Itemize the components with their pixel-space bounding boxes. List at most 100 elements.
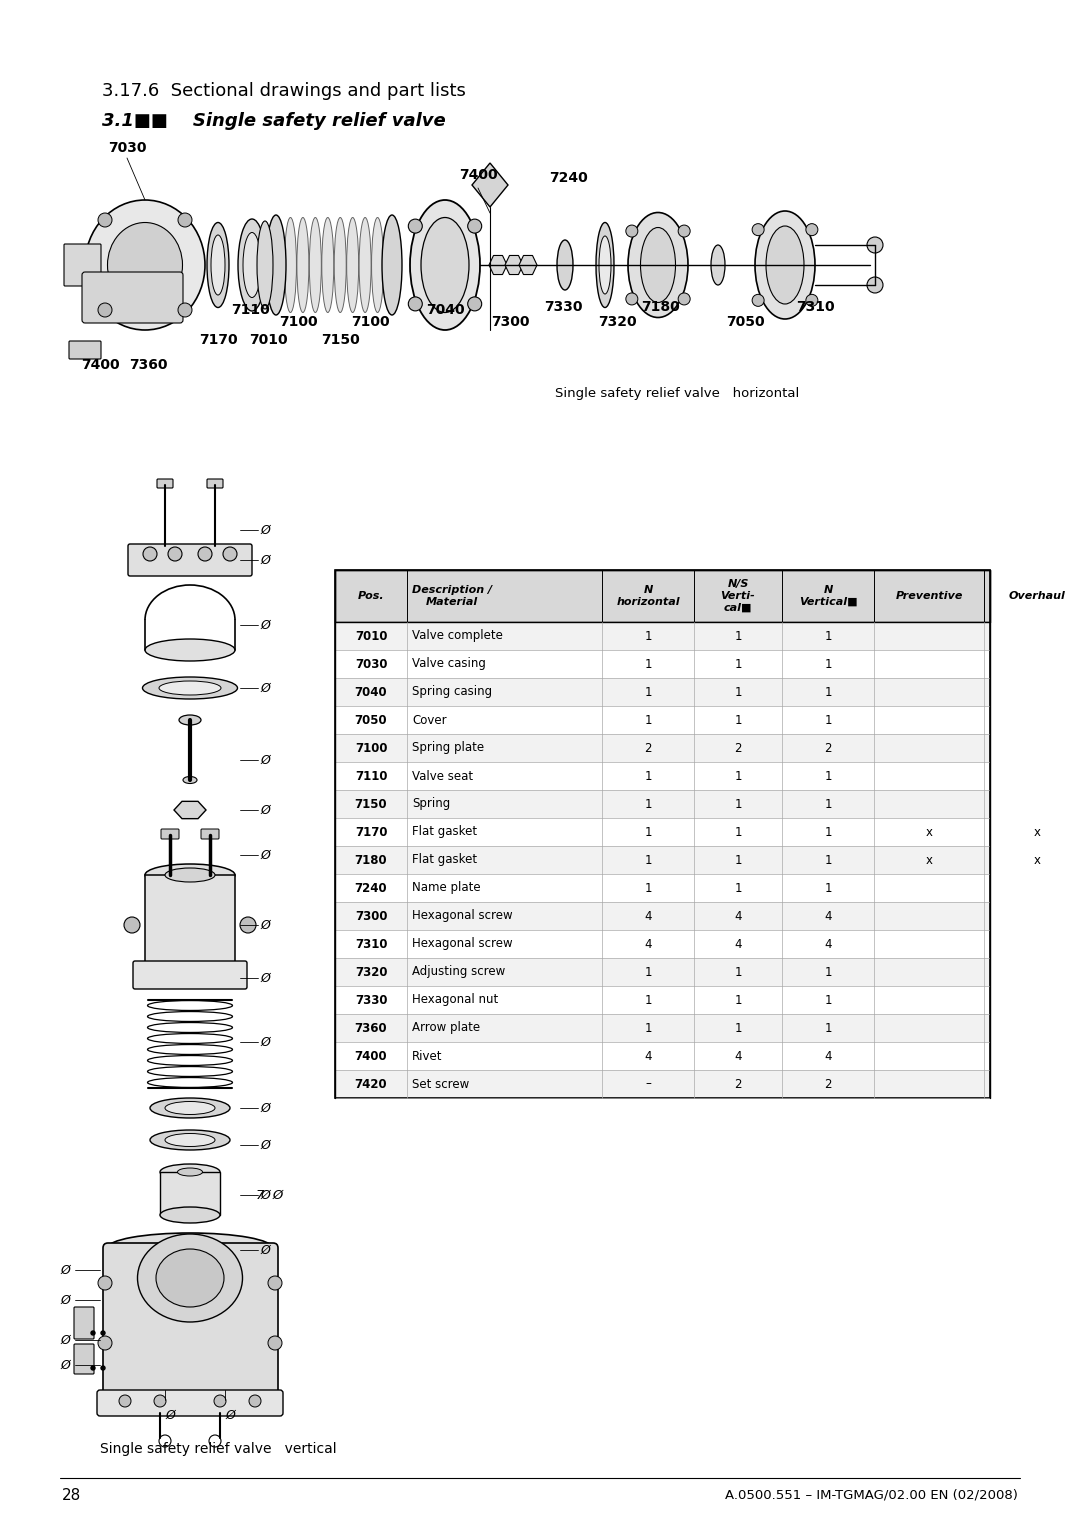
- Text: 28: 28: [62, 1487, 81, 1503]
- Bar: [335, 873, 990, 902]
- FancyBboxPatch shape: [64, 244, 102, 286]
- Text: 7180: 7180: [354, 854, 388, 866]
- Text: 4: 4: [645, 938, 651, 950]
- Text: 7300: 7300: [354, 910, 388, 922]
- Polygon shape: [519, 255, 537, 275]
- Ellipse shape: [266, 215, 286, 315]
- Text: 2: 2: [824, 1078, 832, 1090]
- Text: 2: 2: [734, 1078, 742, 1090]
- Ellipse shape: [410, 200, 480, 330]
- Text: Name plate: Name plate: [411, 881, 481, 895]
- Bar: [335, 957, 990, 986]
- Text: 1: 1: [734, 770, 742, 782]
- Text: 7400: 7400: [459, 168, 497, 182]
- Text: x: x: [1034, 854, 1040, 866]
- Circle shape: [98, 1277, 112, 1290]
- Text: 7400: 7400: [354, 1049, 388, 1063]
- Text: Ø: Ø: [260, 1035, 270, 1049]
- Ellipse shape: [755, 211, 815, 319]
- Text: Ø: Ø: [260, 849, 270, 861]
- Ellipse shape: [322, 217, 334, 313]
- Text: Ø: Ø: [260, 971, 270, 985]
- Circle shape: [268, 1336, 282, 1350]
- Text: 7240: 7240: [354, 881, 388, 895]
- Text: Ø: Ø: [260, 803, 270, 817]
- Circle shape: [91, 1332, 95, 1335]
- Ellipse shape: [137, 1234, 243, 1322]
- Polygon shape: [472, 163, 508, 208]
- FancyBboxPatch shape: [201, 829, 219, 838]
- Circle shape: [178, 302, 192, 318]
- Text: x: x: [926, 854, 932, 866]
- Circle shape: [198, 547, 212, 560]
- Ellipse shape: [297, 217, 309, 313]
- Text: 2: 2: [824, 742, 832, 754]
- Ellipse shape: [557, 240, 573, 290]
- Ellipse shape: [165, 867, 215, 883]
- Ellipse shape: [145, 864, 235, 886]
- Text: 1: 1: [824, 658, 832, 670]
- Text: 3.1■■    Single safety relief valve: 3.1■■ Single safety relief valve: [102, 111, 446, 130]
- FancyBboxPatch shape: [97, 1390, 283, 1416]
- Ellipse shape: [160, 1164, 220, 1180]
- Circle shape: [752, 223, 765, 235]
- Bar: [335, 846, 990, 873]
- Text: Spring plate: Spring plate: [411, 742, 484, 754]
- Text: Rivet: Rivet: [411, 1049, 443, 1063]
- Text: 7050: 7050: [726, 315, 765, 328]
- Bar: [335, 1014, 990, 1041]
- Ellipse shape: [150, 1098, 230, 1118]
- Text: 4: 4: [824, 1049, 832, 1063]
- Text: 1: 1: [645, 881, 651, 895]
- Circle shape: [625, 293, 638, 305]
- Circle shape: [678, 293, 690, 305]
- Text: 1: 1: [734, 881, 742, 895]
- Text: 7010: 7010: [248, 333, 287, 347]
- Text: 4: 4: [824, 938, 832, 950]
- Circle shape: [867, 276, 883, 293]
- Text: 1: 1: [824, 713, 832, 727]
- Text: Hexagonal screw: Hexagonal screw: [411, 938, 513, 950]
- Circle shape: [98, 302, 112, 318]
- Text: Pos.: Pos.: [357, 591, 384, 602]
- Text: 2: 2: [734, 742, 742, 754]
- Text: 7330: 7330: [543, 299, 582, 315]
- Text: 7100: 7100: [279, 315, 318, 328]
- Text: 1: 1: [824, 994, 832, 1006]
- Text: 7050: 7050: [354, 713, 388, 727]
- Text: 1: 1: [734, 658, 742, 670]
- Text: 7110: 7110: [354, 770, 388, 782]
- Ellipse shape: [334, 217, 347, 313]
- Text: 7100: 7100: [351, 315, 389, 328]
- Text: Ø: Ø: [165, 1408, 175, 1422]
- Text: 4: 4: [734, 910, 742, 922]
- Circle shape: [240, 918, 256, 933]
- Text: 7040: 7040: [354, 686, 388, 698]
- Text: 7010: 7010: [354, 629, 388, 643]
- Ellipse shape: [160, 1206, 220, 1223]
- FancyBboxPatch shape: [82, 272, 183, 324]
- Text: 1: 1: [645, 713, 651, 727]
- Bar: [335, 762, 990, 789]
- Ellipse shape: [384, 217, 396, 313]
- Bar: [335, 651, 990, 678]
- Ellipse shape: [145, 638, 235, 661]
- Text: 7  Ø: 7 Ø: [256, 1188, 283, 1202]
- Text: x: x: [926, 826, 932, 838]
- Polygon shape: [505, 255, 523, 275]
- Circle shape: [867, 237, 883, 253]
- Text: Ø: Ø: [60, 1263, 70, 1277]
- Ellipse shape: [143, 676, 238, 699]
- Circle shape: [678, 224, 690, 237]
- Text: 1: 1: [645, 797, 651, 811]
- Circle shape: [222, 547, 237, 560]
- Bar: [335, 570, 990, 1098]
- FancyBboxPatch shape: [69, 341, 102, 359]
- Ellipse shape: [640, 228, 675, 302]
- Bar: [335, 678, 990, 705]
- Ellipse shape: [165, 1101, 215, 1115]
- Ellipse shape: [207, 223, 229, 307]
- Ellipse shape: [108, 223, 183, 307]
- Text: 1: 1: [824, 629, 832, 643]
- Text: Ø: Ø: [260, 1139, 270, 1151]
